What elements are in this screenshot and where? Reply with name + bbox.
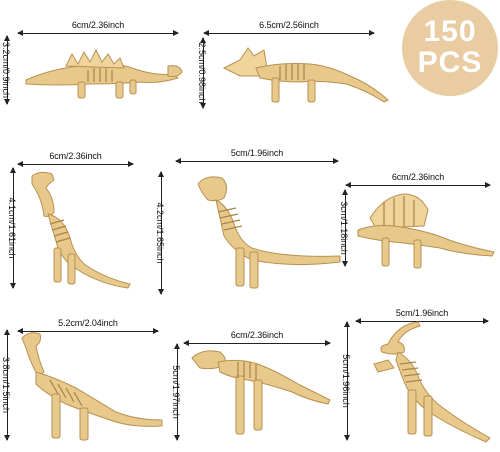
- height-dimension-allosaurus: 5cm/1.97inch: [171, 343, 184, 441]
- width-dimension-parasaurolophus: 5cm/1.96inch: [355, 308, 489, 324]
- width-dimension-spinosaurus: 6cm/2.36inch: [345, 172, 491, 188]
- width-dimension-stegosaurus: 6cm/2.36inch: [17, 20, 179, 36]
- height-dimension-spinosaurus: 3cm/1.18inch: [339, 189, 352, 267]
- dilophosaurus-skeleton: [31, 171, 131, 289]
- width-dimension-brachiosaurus: 5.2cm/2.04inch: [17, 318, 159, 334]
- width-dimension-triceratops: 6.5cm/2.56inch: [203, 20, 375, 36]
- height-dimension-triceratops: 2.5cm/0.98inch: [197, 37, 210, 109]
- tyrannosaurus-skeleton: [197, 176, 341, 289]
- brachiosaurus-skeleton: [21, 332, 163, 441]
- triceratops-skeleton: [222, 47, 389, 103]
- parasaurolophus-skeleton: [373, 321, 491, 443]
- quantity-badge: 150 PCS: [402, 0, 498, 96]
- height-dimension-parasaurolophus: 5cm/1.96inch: [341, 321, 354, 441]
- height-dimension-stegosaurus: 3.2cm/0.9inch: [1, 35, 14, 105]
- height-dimension-brachiosaurus: 3.8cm/1.5inch: [1, 329, 14, 441]
- width-dimension-dilophosaurus: 6cm/2.36inch: [17, 151, 134, 167]
- height-dimension-dilophosaurus: 4.1cm/1.61inch: [7, 167, 20, 289]
- height-dimension-tyrannosaurus: 4.2cm/1.65inch: [155, 171, 168, 295]
- badge-count: 150: [423, 15, 477, 48]
- width-dimension-tyrannosaurus: 5cm/1.96inch: [175, 148, 339, 164]
- allosaurus-skeleton: [191, 350, 331, 435]
- stegosaurus-skeleton: [25, 48, 183, 99]
- spinosaurus-skeleton: [357, 193, 495, 269]
- width-dimension-allosaurus: 6cm/2.36inch: [183, 330, 331, 346]
- badge-unit: PCS: [417, 46, 483, 79]
